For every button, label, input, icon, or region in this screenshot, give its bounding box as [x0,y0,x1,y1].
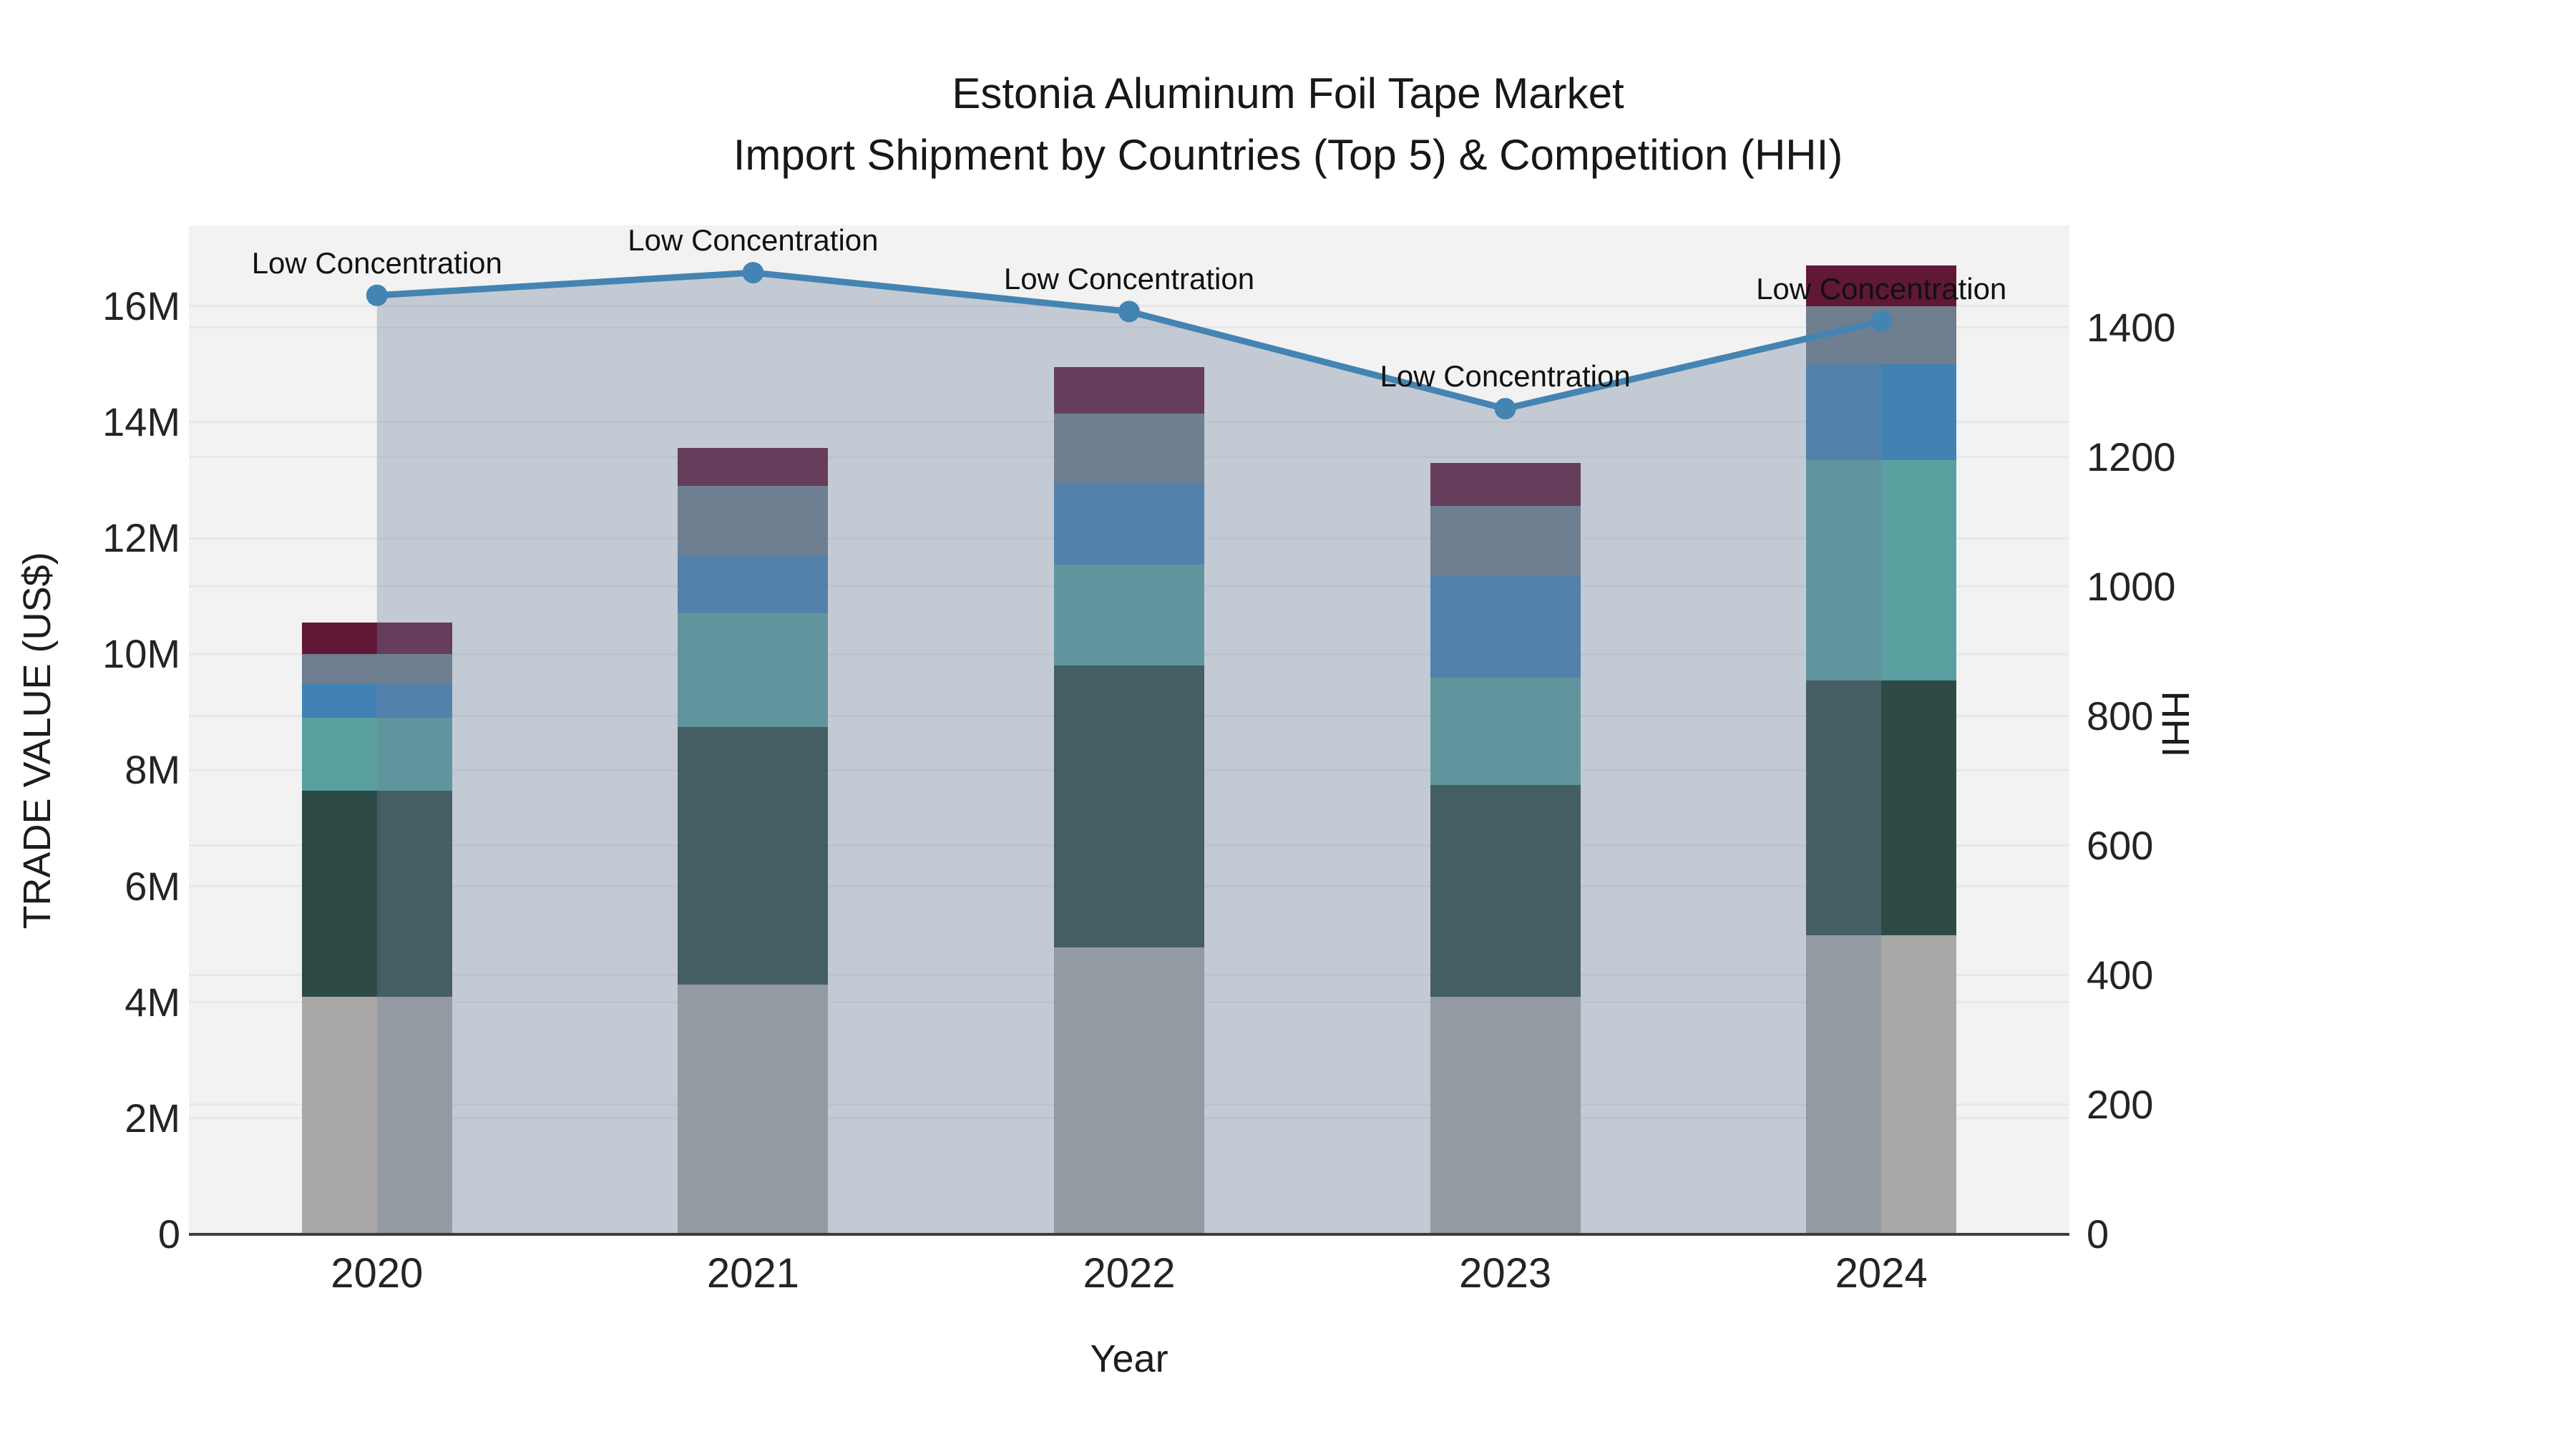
bar-segment-latvia-2020[interactable] [301,622,452,655]
bar-segment-germany-2022[interactable] [1054,665,1204,947]
bar-segment-latvia-2024[interactable] [1806,265,1957,306]
bar-segment-others-2024[interactable] [1806,935,1957,1234]
x-tick-label-2020: 2020 [331,1250,424,1297]
x-tick-label-2024: 2024 [1835,1250,1928,1297]
annotation-low-concentration-2024: Low Concentration [1756,271,2007,306]
bar-segment-poland-2022[interactable] [1054,413,1204,483]
bar-segment-others-2021[interactable] [678,985,829,1234]
y-left-tick-label: 8M [125,747,180,793]
bar-segment-latvia-2023[interactable] [1430,462,1581,507]
gridline-right-axis [189,326,2069,329]
y-right-tick-label: 1400 [2087,304,2176,350]
bar-segment-latvia-2021[interactable] [678,448,829,487]
y-right-tick-label: 200 [2087,1081,2154,1127]
x-axis-title: Year [1090,1337,1169,1380]
x-tick-label-2022: 2022 [1083,1250,1176,1297]
legend-item-finland[interactable]: Finland [2267,490,2567,556]
y-left-tick-label: 10M [102,631,180,677]
annotation-low-concentration-2020: Low Concentration [251,245,502,280]
y-right-tick-label: 800 [2087,693,2154,738]
y-left-tick-label: 16M [102,283,180,328]
bar-segment-others-2023[interactable] [1430,996,1581,1234]
annotation-low-concentration-2023: Low Concentration [1380,359,1631,394]
bar-segment-germany-2021[interactable] [678,726,829,985]
y-left-tick-label: 4M [125,979,180,1025]
legend-item-hhi[interactable]: HHI [2267,228,2567,293]
bar-segment-poland-2023[interactable] [1430,506,1581,576]
hhi-area-fill [376,273,1882,1234]
bar-segment-finland-2024[interactable] [1806,459,1957,680]
y-right-tick-label: 0 [2087,1211,2109,1257]
chart-title-line2: Import Shipment by Countries (Top 5) & C… [733,131,1843,179]
hhi-marker-2024[interactable] [1870,310,1893,332]
y-left-tick-label: 12M [102,515,180,561]
bar-segment-italy-2022[interactable] [1054,483,1204,565]
bar-segment-poland-2021[interactable] [678,486,829,556]
hhi-line-layer [366,262,1893,1234]
bar-segment-italy-2021[interactable] [678,555,829,614]
annotation-low-concentration-2021: Low Concentration [628,223,879,258]
hhi-marker-2022[interactable] [1118,301,1140,323]
bar-segment-others-2020[interactable] [301,996,452,1234]
hhi-marker-2023[interactable] [1494,398,1516,420]
bar-segment-finland-2020[interactable] [301,718,452,791]
hhi-marker-2020[interactable] [366,284,388,306]
y-left-tick-label: 14M [102,399,180,444]
bar-segment-germany-2020[interactable] [301,790,452,997]
bar-segment-italy-2020[interactable] [301,683,452,718]
y-axis-right-title: HHI [2154,691,2197,758]
bar-segment-italy-2023[interactable] [1430,575,1581,678]
legend-item-germany[interactable]: Germany [2267,556,2567,622]
y-right-tick-label: 400 [2087,952,2154,997]
y-axis-left-title: TRADE VALUE (US$) [16,552,59,930]
y-left-tick-label: 2M [125,1095,180,1141]
hhi-marker-2021[interactable] [742,262,764,284]
bar-segment-poland-2020[interactable] [301,654,452,683]
bar-segment-finland-2023[interactable] [1430,677,1581,785]
bar-segment-finland-2021[interactable] [678,613,829,727]
y-right-tick-label: 600 [2087,822,2154,868]
y-right-tick-label: 1200 [2087,434,2176,479]
bar-segment-latvia-2022[interactable] [1054,366,1204,414]
legend-item-italy[interactable]: Italy [2267,424,2567,490]
x-axis-line [189,1233,2069,1236]
legend-item-poland[interactable]: Poland [2267,358,2567,424]
annotation-low-concentration-2022: Low Concentration [1003,262,1255,296]
x-tick-label-2021: 2021 [706,1250,799,1297]
bar-segment-germany-2024[interactable] [1806,680,1957,936]
bar-segment-germany-2023[interactable] [1430,784,1581,997]
bar-segment-italy-2024[interactable] [1806,364,1957,460]
bar-segment-others-2022[interactable] [1054,947,1204,1234]
y-right-tick-label: 1000 [2087,563,2176,609]
chart-title-line1: Estonia Aluminum Foil Tape Market [952,69,1624,117]
y-left-tick-label: 6M [125,863,180,909]
chart-title: Estonia Aluminum Foil Tape Market Import… [0,63,2576,186]
y-left-tick-label: 0 [157,1211,180,1257]
legend-item-latvia[interactable]: Latvia [2267,293,2567,359]
bar-segment-finland-2022[interactable] [1054,564,1204,666]
x-tick-label-2023: 2023 [1459,1250,1552,1297]
legend-item-others[interactable]: Others [2267,621,2567,687]
